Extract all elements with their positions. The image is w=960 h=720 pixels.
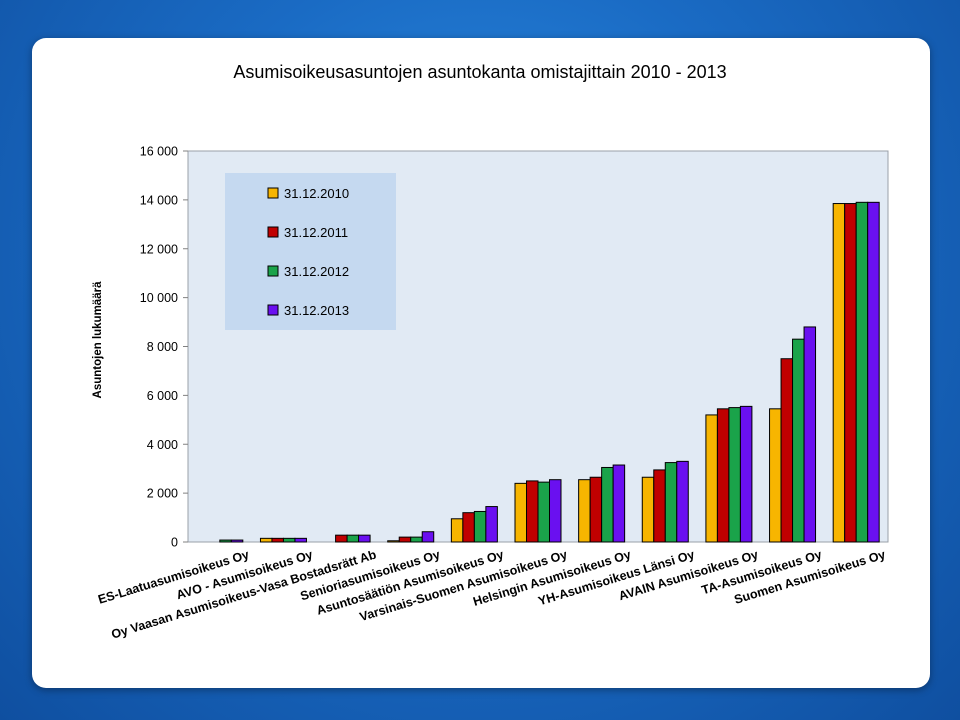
bar — [578, 479, 591, 543]
bar — [844, 203, 857, 543]
bar — [398, 536, 412, 543]
bar — [612, 464, 626, 543]
bar — [867, 201, 880, 543]
bar — [282, 537, 296, 543]
legend-label: 31.12.2012 — [284, 264, 349, 279]
bar — [387, 540, 400, 543]
y-tick-label: 12 000 — [140, 242, 178, 256]
y-tick-label: 4 000 — [147, 438, 178, 452]
y-tick-label: 8 000 — [147, 340, 178, 354]
chart-title: Asumisoikeusasuntojen asuntokanta omista… — [233, 62, 727, 82]
bar — [294, 537, 307, 543]
legend-label: 31.12.2013 — [284, 303, 349, 318]
legend: 31.12.2010 31.12.2011 31.12.2012 31.12.2013 — [225, 173, 396, 330]
bar — [664, 462, 678, 543]
bar — [728, 407, 741, 543]
bar — [346, 534, 360, 543]
y-tick-label: 10 000 — [140, 291, 178, 305]
bar — [450, 518, 464, 543]
bar — [485, 506, 498, 543]
bar — [526, 480, 539, 543]
legend-label: 31.12.2010 — [284, 186, 349, 201]
legend-box — [225, 173, 396, 330]
bar — [832, 203, 846, 543]
bar — [335, 534, 348, 543]
bar — [421, 531, 435, 543]
bar — [739, 405, 753, 543]
bars — [219, 201, 880, 543]
bar — [676, 460, 689, 543]
bar — [230, 539, 244, 543]
bar — [271, 537, 284, 543]
bar — [514, 482, 527, 543]
bar — [769, 408, 782, 543]
bar — [259, 537, 273, 543]
bar — [641, 476, 655, 543]
legend-swatch — [267, 265, 279, 277]
y-tick-label: 0 — [171, 536, 178, 550]
bar — [792, 338, 805, 543]
legend-swatch — [267, 304, 279, 316]
bar — [537, 481, 550, 543]
y-tick-label: 2 000 — [147, 487, 178, 501]
y-tick-label: 14 000 — [140, 193, 178, 207]
bar — [803, 326, 817, 543]
y-tick-label: 16 000 — [140, 145, 178, 159]
bar — [219, 539, 232, 543]
bar — [473, 510, 487, 543]
bar — [410, 536, 423, 543]
bar — [462, 512, 475, 543]
legend-label: 31.12.2011 — [284, 225, 348, 240]
bar — [589, 476, 603, 543]
bar — [549, 479, 562, 543]
bar — [855, 201, 869, 543]
bar — [358, 534, 371, 543]
y-axis: 0 2 000 4 000 6 000 8 000 10 000 12 000 14 000 1… — [140, 145, 188, 550]
bar — [653, 469, 666, 543]
y-tick-label: 6 000 — [147, 389, 178, 403]
bar — [716, 408, 730, 543]
bar — [705, 414, 718, 543]
bar — [780, 358, 794, 543]
legend-swatch — [267, 187, 279, 199]
bar — [601, 466, 614, 543]
y-axis-label: Asuntojen lukumäärä — [92, 281, 104, 399]
legend-swatch — [267, 226, 279, 238]
